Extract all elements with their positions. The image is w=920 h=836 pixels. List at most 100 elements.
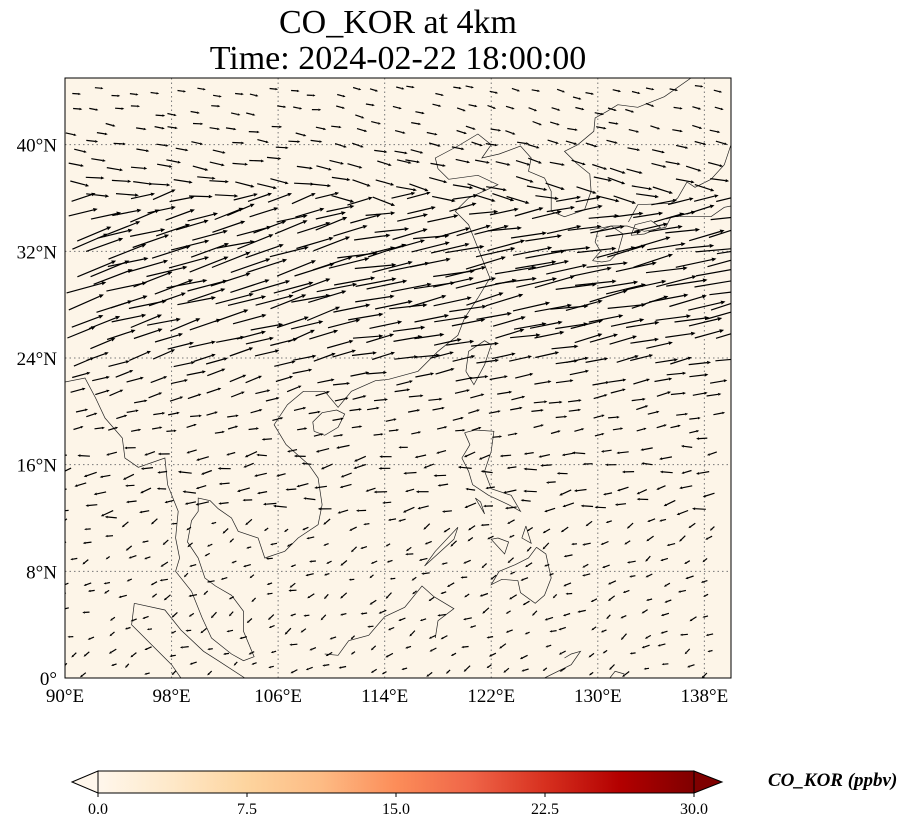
wind-arrow (163, 594, 171, 601)
wind-arrow (714, 106, 724, 111)
wind-arrow (295, 207, 325, 218)
wind-arrow (396, 186, 417, 192)
wind-arrow (322, 664, 330, 667)
wind-arrow (369, 320, 403, 329)
wind-arrow (636, 193, 659, 199)
wind-arrow (340, 613, 347, 616)
wind-arrow (77, 454, 90, 457)
wind-arrow (414, 332, 445, 340)
wind-arrow (144, 646, 152, 650)
wind-arrow (129, 228, 166, 237)
wind-arrow (372, 260, 413, 273)
wind-arrow (189, 256, 229, 273)
wind-arrow (308, 410, 321, 415)
wind-arrow (392, 228, 428, 241)
wind-arrow (370, 645, 377, 651)
wind-arrow (702, 615, 709, 618)
wind-arrow (651, 162, 667, 168)
wind-arrow (411, 576, 417, 581)
wind-arrow (147, 205, 176, 214)
wind-arrow (614, 503, 627, 506)
wind-arrow (169, 396, 184, 402)
wind-arrow (188, 594, 198, 597)
wind-arrow (556, 472, 568, 475)
wind-arrow (592, 163, 608, 170)
wind-arrow (254, 349, 280, 357)
wind-arrow (397, 213, 428, 222)
wind-arrow (329, 159, 344, 165)
wind-arrow (355, 114, 365, 119)
wind-arrow (432, 406, 445, 411)
wind-arrow (205, 357, 228, 365)
wind-arrow (146, 265, 188, 278)
wind-arrow (715, 358, 731, 362)
wind-arrow (407, 206, 436, 215)
wind-arrow (465, 85, 474, 89)
wind-arrow (246, 112, 256, 116)
wind-arrow (612, 89, 621, 93)
wind-arrow (465, 256, 506, 270)
wind-arrow (538, 454, 551, 458)
wind-arrow (130, 166, 148, 170)
wind-arrow (195, 485, 207, 490)
wind-arrow (533, 424, 544, 429)
wind-arrow (633, 253, 673, 268)
wind-arrow (666, 278, 708, 287)
wind-arrow (686, 204, 715, 215)
wind-arrow (485, 143, 498, 147)
wind-arrow (550, 430, 561, 435)
wind-arrow (509, 571, 516, 575)
wind-arrow (326, 204, 355, 213)
wind-arrow (170, 318, 201, 332)
wind-arrow (86, 412, 98, 418)
wind-arrow (182, 490, 196, 494)
wind-arrow (535, 351, 560, 359)
wind-arrow (370, 668, 378, 673)
wind-arrow (171, 670, 177, 676)
wind-arrow (645, 102, 655, 107)
wind-arrow (558, 650, 566, 655)
wind-arrow (607, 580, 617, 585)
wind-arrow (505, 610, 511, 614)
wind-arrow (629, 575, 636, 578)
wind-arrow (366, 333, 395, 344)
wind-arrow (246, 546, 252, 549)
wind-arrow (150, 91, 160, 95)
wind-arrow (608, 121, 619, 125)
wind-arrow (227, 425, 239, 430)
wind-arrow (374, 300, 413, 310)
wind-arrow (290, 613, 296, 617)
wind-arrow (507, 432, 518, 436)
wind-arrow (402, 506, 415, 513)
wind-arrow (300, 628, 307, 633)
wind-arrow (692, 124, 703, 129)
wind-arrow (331, 125, 342, 129)
wind-arrow (166, 279, 208, 289)
colorbar-tick-label: 0.0 (88, 801, 108, 818)
wind-arrow (429, 177, 448, 184)
wind-arrow (695, 269, 731, 277)
wind-arrow (332, 349, 356, 358)
wind-arrow (249, 159, 265, 163)
wind-arrow (200, 627, 207, 634)
wind-arrow (265, 397, 280, 402)
wind-arrow (481, 563, 488, 569)
wind-arrow (701, 672, 708, 678)
wind-arrow (665, 161, 681, 166)
wind-arrow (154, 333, 183, 343)
wind-arrow (104, 515, 117, 519)
wind-arrow (446, 669, 451, 674)
coastlines (65, 78, 731, 678)
wind-arrow (351, 546, 358, 553)
wind-arrow (412, 590, 417, 595)
wind-arrow (105, 122, 116, 127)
wind-arrow (643, 667, 650, 670)
wind-arrow (480, 523, 490, 527)
wind-arrow (490, 128, 502, 132)
wind-arrow (313, 352, 336, 362)
wind-arrow (214, 194, 239, 198)
wind-arrow (562, 502, 575, 508)
wind-arrow (107, 221, 141, 235)
wind-arrow (445, 266, 487, 278)
wind-arrow (154, 126, 165, 130)
